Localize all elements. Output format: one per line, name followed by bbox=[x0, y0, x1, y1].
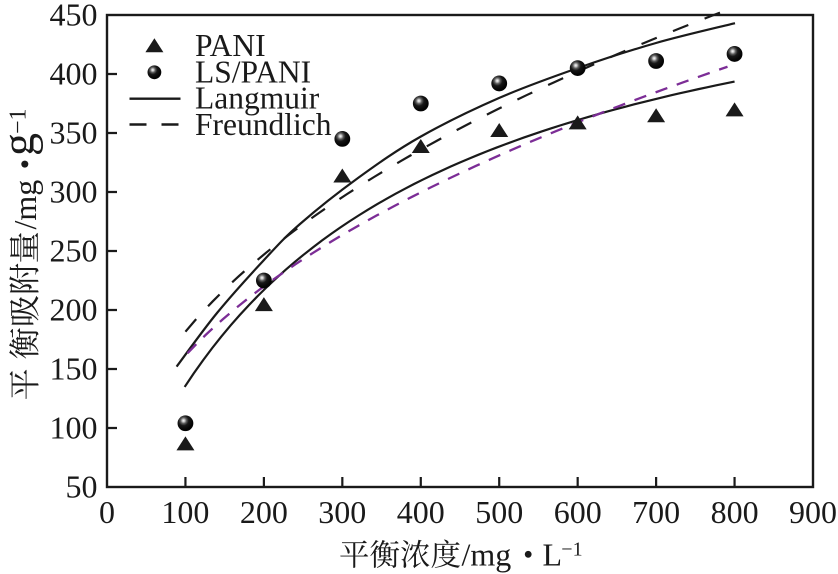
svg-text:Freundlich: Freundlich bbox=[195, 107, 332, 142]
svg-text:/mg: /mg bbox=[7, 180, 43, 230]
svg-text:g: g bbox=[0, 133, 44, 156]
svg-text:50: 50 bbox=[66, 469, 98, 505]
svg-text:−1: −1 bbox=[6, 108, 32, 134]
svg-text:/mg: /mg bbox=[462, 537, 512, 573]
svg-text:250: 250 bbox=[50, 233, 98, 269]
svg-text:300: 300 bbox=[318, 494, 366, 530]
svg-text:200: 200 bbox=[50, 292, 98, 328]
svg-text:500: 500 bbox=[475, 494, 523, 530]
svg-text:LS/PANI: LS/PANI bbox=[195, 54, 311, 89]
svg-text:−1: −1 bbox=[561, 539, 582, 561]
svg-text:400: 400 bbox=[397, 494, 445, 530]
svg-text:L: L bbox=[543, 537, 563, 573]
svg-text:900: 900 bbox=[789, 494, 837, 530]
svg-text:450: 450 bbox=[50, 0, 98, 33]
svg-text:0: 0 bbox=[99, 494, 115, 530]
svg-text:150: 150 bbox=[50, 351, 98, 387]
svg-text:200: 200 bbox=[240, 494, 288, 530]
svg-text:100: 100 bbox=[50, 410, 98, 446]
svg-text:PANI: PANI bbox=[195, 28, 266, 63]
svg-text:350: 350 bbox=[50, 115, 98, 151]
svg-text:700: 700 bbox=[632, 494, 680, 530]
svg-text:300: 300 bbox=[50, 174, 98, 210]
svg-text:600: 600 bbox=[554, 494, 602, 530]
svg-text:100: 100 bbox=[161, 494, 209, 530]
svg-text:400: 400 bbox=[50, 56, 98, 92]
svg-text:800: 800 bbox=[711, 494, 759, 530]
svg-text:Langmuir: Langmuir bbox=[195, 81, 320, 116]
